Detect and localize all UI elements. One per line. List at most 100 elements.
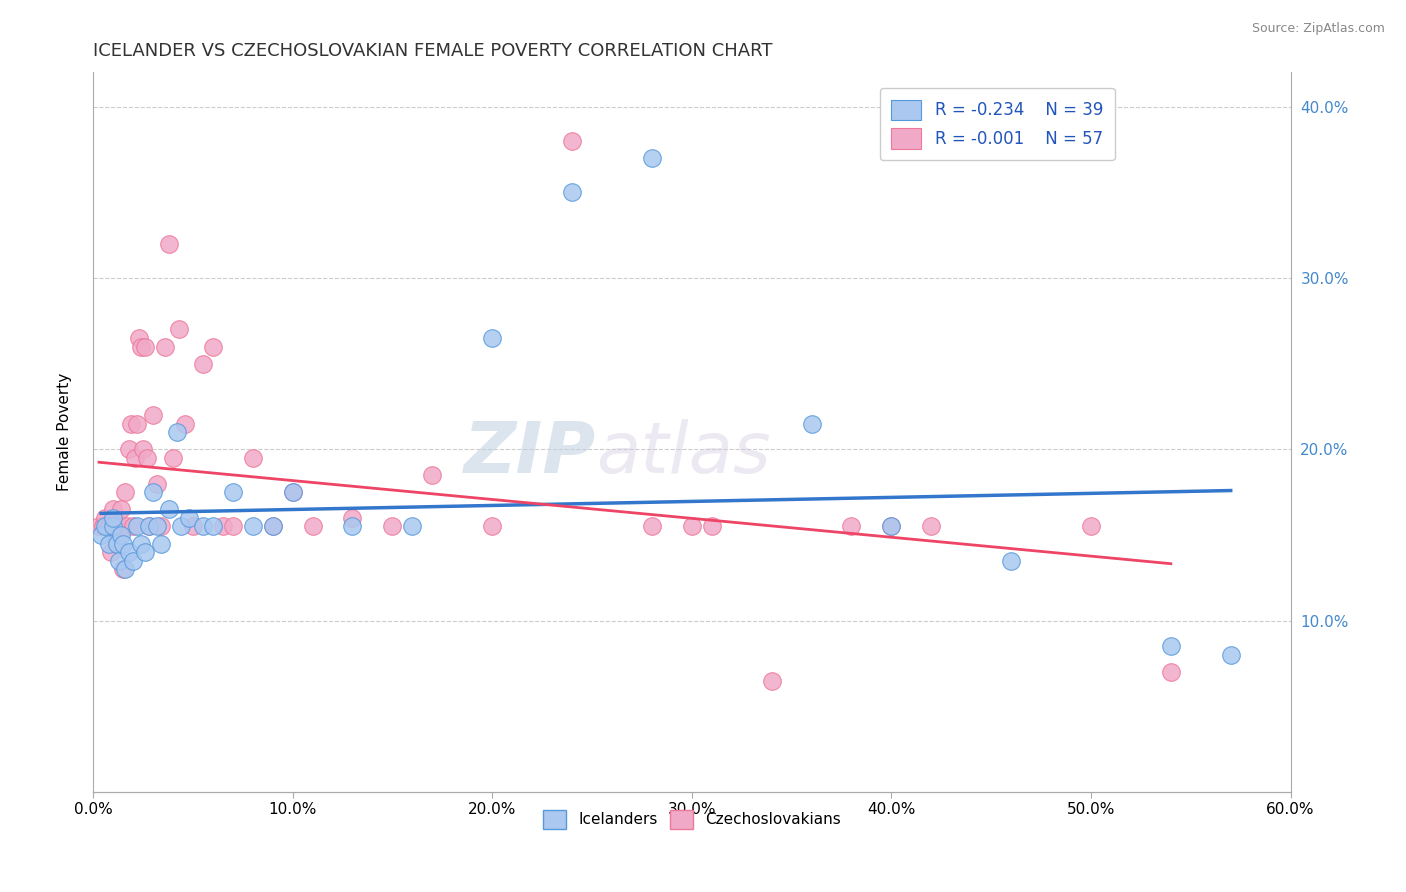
Point [125,417,148,431]
Point [342,511,364,525]
Point [167,322,190,336]
Point [142,408,165,422]
Point [641,519,664,533]
Point [94,519,117,533]
Point [170,519,193,533]
Point [166,425,188,440]
Point [90,528,112,542]
Point [1160,665,1182,679]
Point [101,511,124,525]
Text: ICELANDER VS CZECHOSLOVAKIAN FEMALE POVERTY CORRELATION CHART: ICELANDER VS CZECHOSLOVAKIAN FEMALE POVE… [93,42,772,60]
Point [401,519,423,533]
Point [101,502,124,516]
Point [125,519,148,533]
Point [420,468,443,483]
Point [920,519,942,533]
Point [1080,519,1102,533]
Point [153,339,176,353]
Point [118,442,141,457]
Point [138,519,160,533]
Point [1160,640,1182,654]
Point [96,519,118,533]
Point [149,536,172,550]
Point [135,450,157,465]
Point [129,536,152,550]
Point [115,519,138,533]
Point [132,442,155,457]
Point [114,485,136,500]
Point [242,519,264,533]
Point [301,519,323,533]
Point [104,519,127,533]
Point [134,339,156,353]
Point [100,545,122,559]
Point [1219,648,1241,662]
Point [108,554,131,568]
Point [841,519,863,533]
Point [110,528,132,542]
Point [561,186,583,200]
Point [149,519,172,533]
Point [381,519,404,533]
Point [222,519,245,533]
Point [98,536,121,550]
Point [800,417,823,431]
Point [157,236,180,251]
Point [105,536,128,550]
Point [481,519,503,533]
Point [114,562,136,576]
Point [101,528,124,542]
Point [201,519,224,533]
Point [94,511,117,525]
Point [242,450,264,465]
Legend: Icelanders, Czechoslovakians: Icelanders, Czechoslovakians [537,804,846,835]
Point [181,519,204,533]
Point [681,519,703,533]
Point [134,545,156,559]
Point [481,331,503,345]
Point [880,519,903,533]
Point [111,536,134,550]
Point [262,519,284,533]
Point [128,331,150,345]
Point [91,519,114,533]
Point [191,357,214,371]
Point [162,450,184,465]
Point [173,417,195,431]
Point [142,485,165,500]
Point [761,673,783,688]
Point [880,519,903,533]
Point [281,485,304,500]
Point [146,519,169,533]
Point [110,502,132,516]
Point [87,519,110,533]
Point [108,519,131,533]
Text: atlas: atlas [596,419,770,488]
Point [105,536,128,550]
Point [700,519,723,533]
Point [222,485,245,500]
Point [101,519,124,533]
Point [138,519,160,533]
Point [281,485,304,500]
Point [342,519,364,533]
Point [124,450,146,465]
Point [211,519,233,533]
Point [122,519,145,533]
Point [177,511,200,525]
Point [201,339,224,353]
Point [129,339,152,353]
Point [122,554,145,568]
Point [1000,554,1022,568]
Point [120,417,142,431]
Point [111,562,134,576]
Point [262,519,284,533]
Text: Source: ZipAtlas.com: Source: ZipAtlas.com [1251,22,1385,36]
Point [641,151,664,165]
Point [561,134,583,148]
Text: ZIP: ZIP [464,419,596,488]
Point [146,476,169,491]
Y-axis label: Female Poverty: Female Poverty [58,373,72,491]
Point [191,519,214,533]
Point [118,545,141,559]
